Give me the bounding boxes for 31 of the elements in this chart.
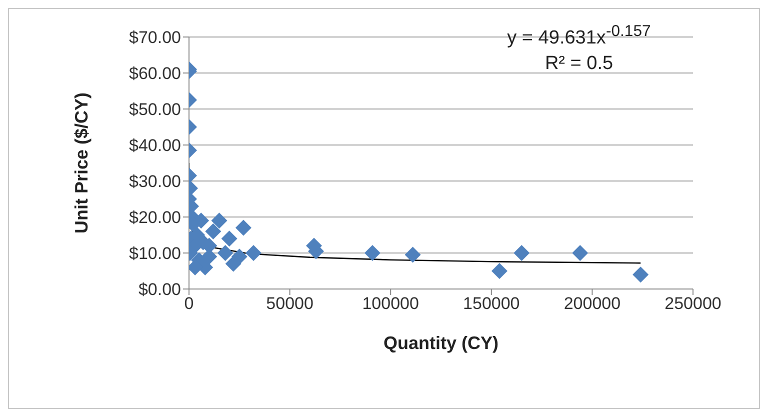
point	[572, 245, 588, 261]
annotation: R² = 0.5	[544, 53, 614, 75]
point	[514, 245, 530, 261]
point	[491, 263, 508, 279]
y-tick-label: $30.00	[129, 172, 181, 192]
point	[221, 230, 238, 247]
point	[217, 245, 234, 261]
point	[632, 266, 649, 283]
y-axis-title: Unit Price ($/CY)	[71, 92, 92, 234]
point	[231, 248, 248, 265]
point	[211, 212, 228, 229]
x-tick-label: 50000	[266, 294, 314, 314]
point	[205, 223, 222, 240]
y-tick-label: $0.00	[138, 280, 181, 300]
x-tick-label: 0	[184, 294, 194, 314]
point	[404, 246, 421, 263]
point	[246, 245, 262, 261]
x-tick-label: 100000	[362, 294, 419, 314]
x-tick-label: 200000	[564, 294, 621, 314]
y-tick-label: $20.00	[129, 208, 181, 228]
x-axis-title: Quantity (CY)	[384, 333, 498, 353]
y-tick-label: $60.00	[129, 64, 181, 84]
point	[235, 220, 252, 236]
x-tick-label: 250000	[664, 294, 722, 314]
y-tick-label: $40.00	[129, 136, 181, 156]
annotation: y = 49.631x$^{-0.157}$	[506, 23, 652, 50]
y-tick-label: $10.00	[129, 244, 181, 264]
x-tick-label: 150000	[463, 294, 520, 314]
point	[364, 245, 380, 261]
y-tick-label: $70.00	[129, 28, 181, 48]
y-tick-label: $50.00	[129, 100, 181, 120]
